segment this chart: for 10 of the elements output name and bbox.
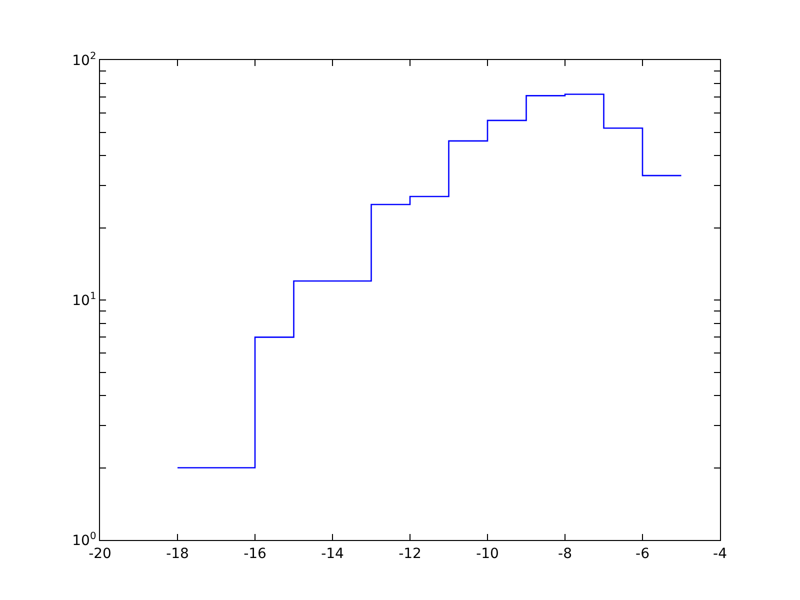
x-tick-label: -10 [476, 546, 499, 562]
x-tick-label: -6 [636, 546, 650, 562]
x-tick-label: -8 [558, 546, 572, 562]
x-tick-label: -4 [713, 546, 728, 562]
y-tick-label: 10$^{2}$ [72, 51, 96, 69]
x-tick-label: -12 [398, 546, 422, 562]
x-tick-label: -18 [166, 546, 189, 562]
x-tick-label: -16 [244, 546, 267, 562]
x-tick-label: -14 [321, 546, 344, 562]
y-tick-label: 10$^{1}$ [72, 291, 96, 309]
